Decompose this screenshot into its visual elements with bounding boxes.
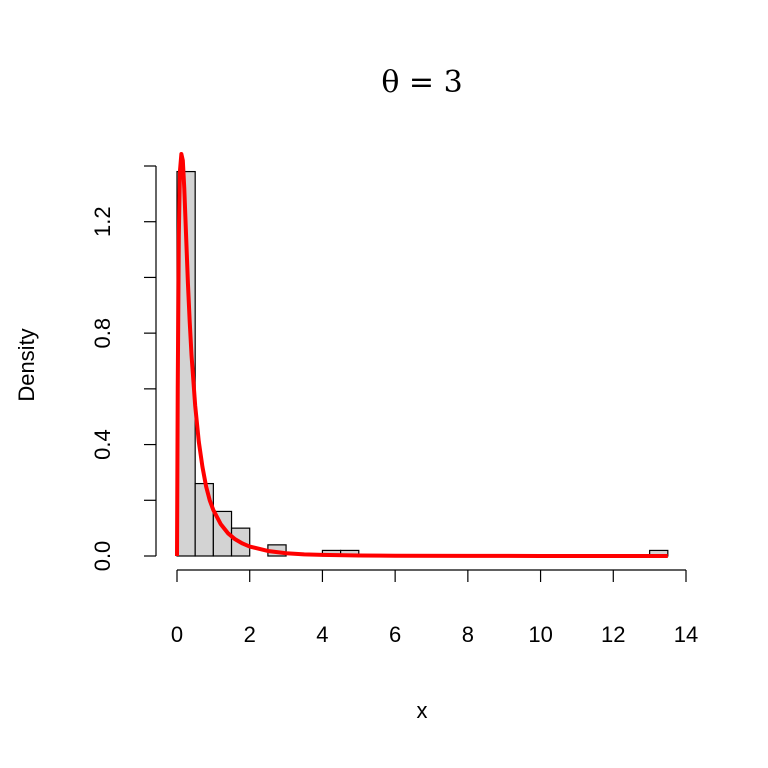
x-axis: 0 2 4 6 8 10 12 14 xyxy=(171,569,698,647)
x-axis-label: x xyxy=(417,698,428,723)
y-tick-label: 0.0 xyxy=(90,541,115,572)
density-curve xyxy=(175,152,668,558)
x-tick-label: 12 xyxy=(601,622,625,647)
x-tick-label: 6 xyxy=(389,622,401,647)
x-tick-label: 2 xyxy=(244,622,256,647)
y-tick-label: 1.2 xyxy=(90,206,115,237)
density-curve-line xyxy=(175,152,668,558)
y-axis: 0.0 0.4 0.8 1.2 xyxy=(90,165,157,572)
histogram-bars xyxy=(176,170,669,557)
x-tick-label: 14 xyxy=(674,622,698,647)
chart-title: θ = 3 xyxy=(381,65,462,100)
y-axis-label: Density xyxy=(14,328,39,401)
x-tick-label: 0 xyxy=(171,622,183,647)
y-tick-label: 0.8 xyxy=(90,318,115,349)
x-tick-label: 10 xyxy=(528,622,552,647)
x-tick-label: 8 xyxy=(462,622,474,647)
histogram-bar xyxy=(194,482,214,557)
x-tick-label: 4 xyxy=(316,622,328,647)
y-tick-label: 0.4 xyxy=(90,429,115,460)
